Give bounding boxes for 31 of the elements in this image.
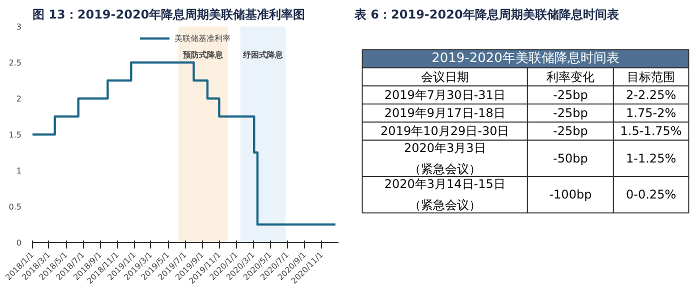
- text: -25bp: [553, 124, 588, 138]
- chart-title: 图 13：2019-2020年降息周期美联储基准利率图: [32, 8, 306, 22]
- y-tick-label: 1: [16, 166, 22, 176]
- text: 1-1.25%: [626, 151, 676, 166]
- text: 2-2.25%: [626, 88, 676, 102]
- y-tick-label: 1.5: [8, 130, 22, 140]
- y-tick-label: 0: [16, 238, 22, 248]
- legend-label: 美联储基准利率: [174, 32, 230, 44]
- text: 2019年9月17日-18日: [384, 106, 506, 120]
- text: -25bp: [553, 106, 588, 120]
- text: -25bp: [553, 88, 588, 102]
- text: 2019年7月30日-31日: [384, 88, 506, 102]
- text: -50bp: [553, 151, 588, 166]
- text: 2020年3月3日（紧急会议）: [404, 140, 486, 176]
- text: 2019年10月29日-30日: [380, 124, 510, 138]
- y-tick-label: 0.5: [8, 202, 22, 212]
- y-tick-label: 2: [16, 94, 22, 104]
- text: 利率变化: [546, 70, 594, 84]
- text: 2020年3月14日-15日（紧急会议）: [384, 177, 506, 212]
- text: 表 6：2019-2020年降息周期美联储降息时间表: [354, 8, 620, 22]
- text: 1.5-1.75%: [620, 124, 682, 138]
- text: 2019-2020年美联储降息时间表: [432, 50, 620, 66]
- y-tick-label: 2.5: [8, 58, 22, 68]
- text: 目标范围: [627, 70, 676, 84]
- text: -100bp: [549, 188, 592, 202]
- text: 0-0.25%: [626, 188, 676, 202]
- y-tick-label: 3: [16, 22, 22, 32]
- text: 1.75-2%: [626, 106, 676, 120]
- band-label: 预防式降息: [182, 50, 224, 60]
- text: 会议日期: [420, 70, 469, 84]
- band-label: 纾困式降息: [242, 50, 284, 60]
